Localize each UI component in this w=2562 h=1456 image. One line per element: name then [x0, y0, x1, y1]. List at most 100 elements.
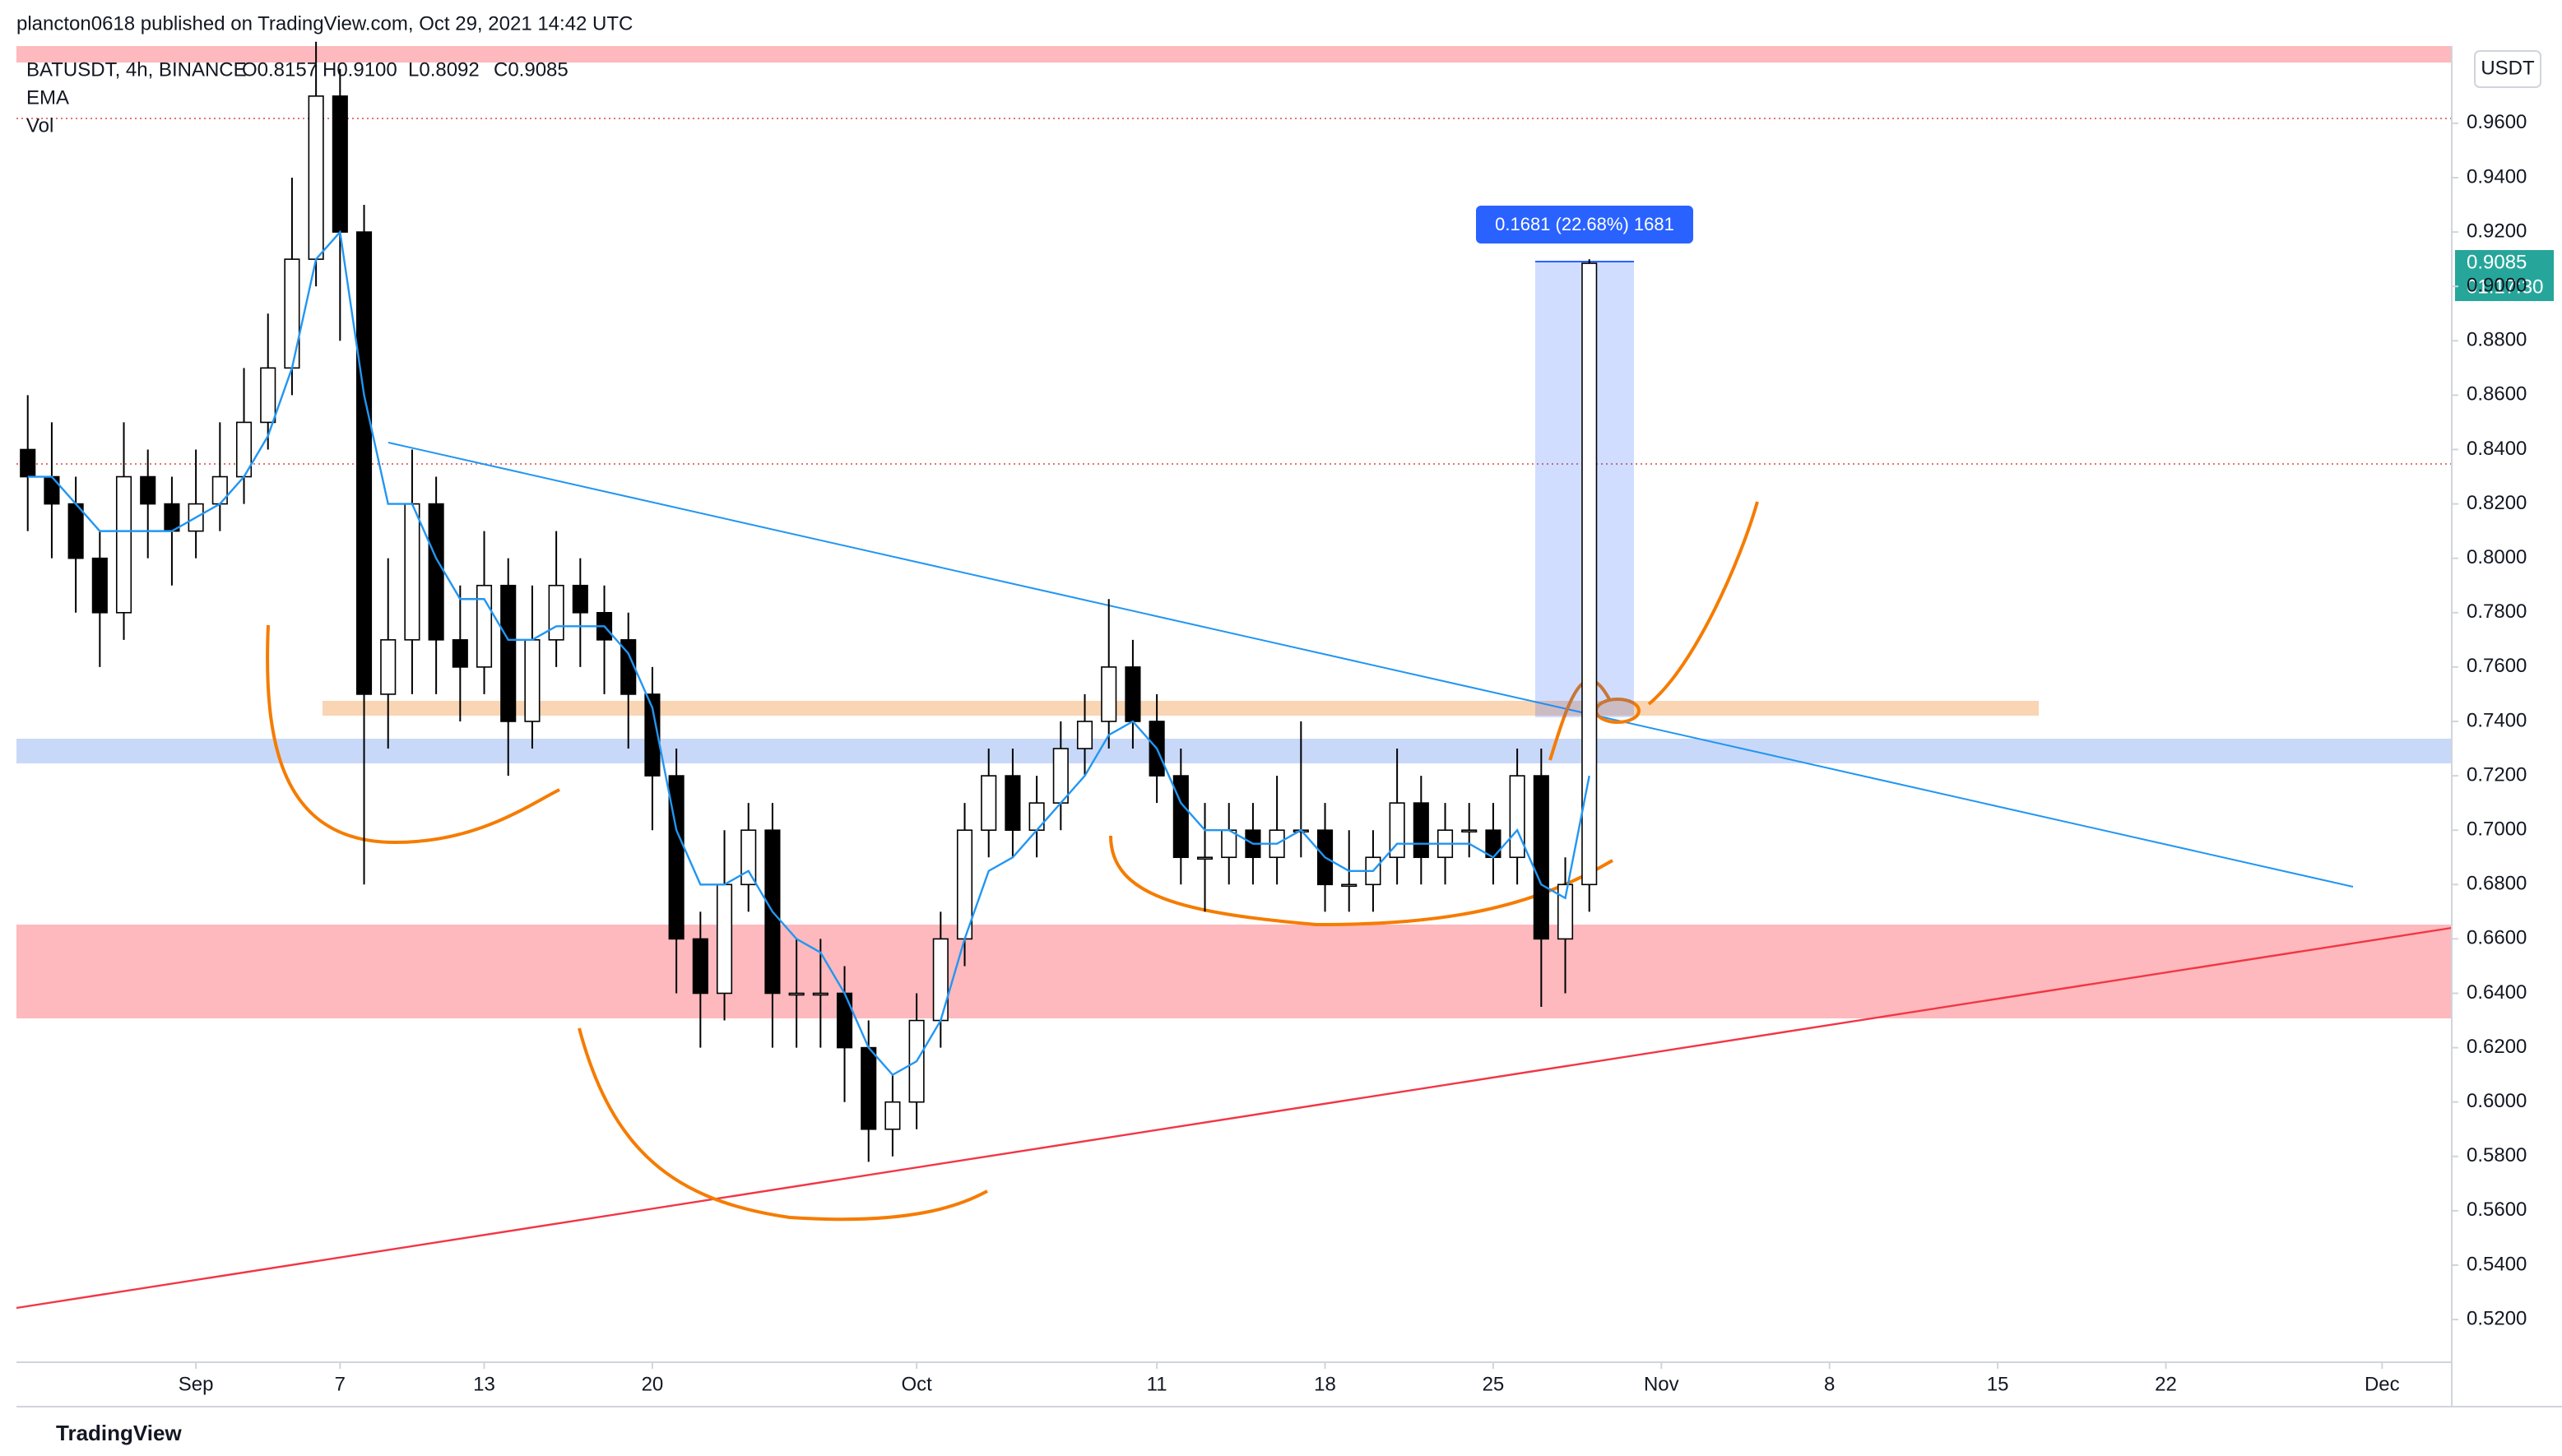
y-tick-label: 0.7800	[2467, 600, 2527, 623]
candle-body	[692, 938, 708, 995]
y-tick-label: 0.9600	[2467, 111, 2527, 133]
measure-label-box	[1476, 206, 1693, 243]
ohlc: H0.9100	[323, 58, 397, 81]
currency[interactable]: USDT	[2481, 57, 2535, 79]
candle-body	[380, 639, 397, 695]
ohlc: O0.8157	[242, 58, 318, 81]
candle-body	[548, 584, 564, 641]
x-tick-label: 22	[2155, 1373, 2177, 1395]
y-tick-label: 0.7600	[2467, 655, 2527, 677]
y-tick-label: 0.7400	[2467, 709, 2527, 731]
orange-zone	[323, 701, 2039, 716]
x-tick-label: Nov	[1644, 1373, 1679, 1395]
time-axis	[0, 1362, 2562, 1456]
candle-body	[981, 775, 997, 831]
candle-body	[44, 475, 60, 505]
x-tick-label: 11	[1147, 1373, 1167, 1395]
candle-body	[476, 584, 493, 668]
symbol: BATUSDT, 4h, BINANCE	[26, 58, 247, 81]
candle-body	[1557, 883, 1574, 940]
candle-body	[884, 1101, 901, 1130]
candle-body	[67, 503, 84, 559]
y-tick-label: 0.5200	[2467, 1307, 2527, 1329]
y-tick-label: 0.5800	[2467, 1144, 2527, 1166]
x-tick-label: 20	[642, 1373, 664, 1395]
y-tick-label: 0.6600	[2467, 927, 2527, 949]
trend-line	[388, 442, 2354, 888]
candle-body	[644, 693, 661, 777]
candle-body	[1028, 802, 1045, 831]
candle-body	[788, 992, 805, 996]
candle-body	[1461, 829, 1478, 832]
y-tick-label: 0.8000	[2467, 546, 2527, 568]
candle-body	[812, 992, 828, 996]
candle-body	[452, 639, 468, 668]
candle-body	[740, 829, 757, 886]
ema-line	[27, 230, 1590, 1077]
candle-body	[1196, 856, 1214, 860]
y-tick-label: 0.7000	[2467, 818, 2527, 841]
x-tick-label: 15	[1987, 1373, 2009, 1395]
last-price-box	[2455, 250, 2554, 301]
candle-body	[932, 938, 949, 1022]
support-zone	[16, 925, 2452, 1018]
candle-body	[140, 475, 156, 505]
candle-body	[1533, 775, 1549, 940]
candle-body	[1485, 829, 1501, 859]
candle-body	[861, 1046, 877, 1130]
currency-box[interactable]	[2474, 50, 2541, 88]
y-tick-label: 0.6200	[2467, 1036, 2527, 1058]
candle-body	[1101, 666, 1117, 722]
candle-body	[1125, 666, 1141, 722]
y-tick-label: 0.7200	[2467, 763, 2527, 786]
candle-body	[1413, 802, 1429, 859]
candle-body	[211, 475, 228, 505]
ohlc: C0.9085	[494, 58, 569, 81]
candle-body	[260, 367, 276, 424]
marks	[20, 41, 1598, 1162]
x-tick-label: 8	[1824, 1373, 1835, 1395]
y-tick-label: 0.6800	[2467, 873, 2527, 895]
candle-body	[524, 639, 541, 722]
y-tick-label: 0.8800	[2467, 329, 2527, 351]
y-tick-label: 0.8600	[2467, 383, 2527, 406]
candle-body	[1581, 262, 1598, 886]
candle-body	[500, 584, 517, 722]
indicator: Vol	[26, 114, 53, 137]
candle-body	[332, 95, 348, 233]
y-tick-label: 0.8200	[2467, 492, 2527, 514]
x-tick-label: 13	[473, 1373, 495, 1395]
candle-body	[308, 95, 324, 260]
x-tick-label: Sep	[179, 1373, 214, 1395]
candle-body	[20, 448, 36, 478]
candle-body	[1172, 775, 1189, 859]
candle-body	[115, 475, 132, 614]
candle-body	[1341, 883, 1358, 888]
countdown: 01:17:30	[2467, 276, 2543, 298]
publisher: plancton0618 published on TradingView.co…	[16, 12, 633, 35]
price-axis	[2452, 0, 2562, 1456]
y-tick-label: 0.9200	[2467, 220, 2527, 242]
candle-body	[620, 639, 637, 695]
candle-body	[716, 883, 733, 995]
footer-logo: TradingView	[56, 1421, 182, 1445]
x-tick-label: Oct	[901, 1373, 932, 1395]
x-tick-label: 25	[1483, 1373, 1505, 1395]
y-tick-label: 0.5400	[2467, 1253, 2527, 1275]
candle-body	[1052, 748, 1069, 804]
candle-body	[1509, 775, 1525, 859]
curve	[578, 1027, 988, 1222]
drawings	[16, 46, 2453, 1310]
candle-body	[836, 992, 853, 1049]
x-tick-label: Dec	[2365, 1373, 2400, 1395]
candle-body	[1005, 775, 1021, 831]
y-tick-label: 0.6000	[2467, 1090, 2527, 1112]
y-tick-label: 0.9400	[2467, 165, 2527, 188]
x-tick-label: 7	[335, 1373, 346, 1395]
candle-body	[91, 557, 108, 614]
blue-zone	[16, 739, 2452, 763]
candle-body	[284, 258, 300, 369]
y-tick-label: 0.6400	[2467, 981, 2527, 1004]
